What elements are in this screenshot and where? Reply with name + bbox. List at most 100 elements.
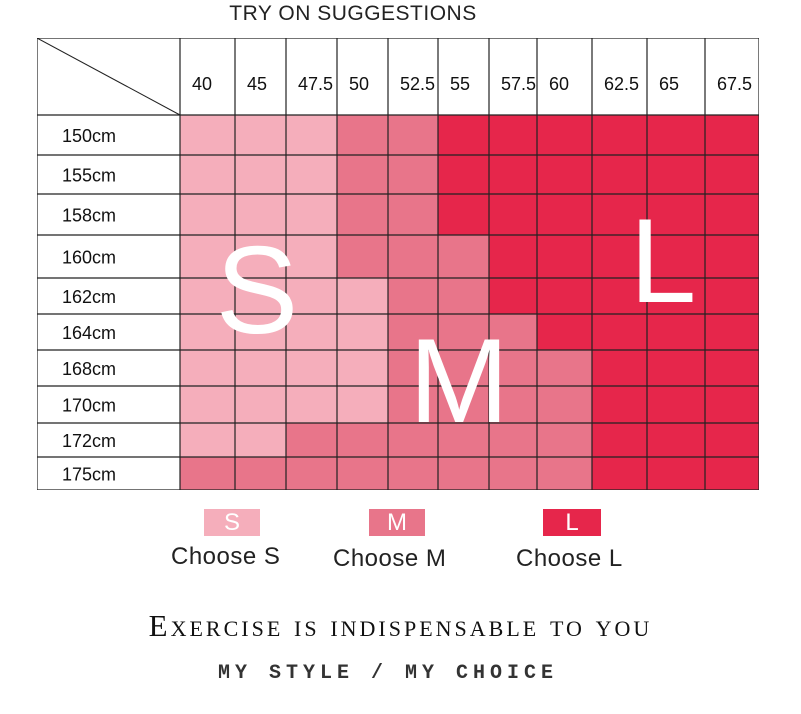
size-letter-l: L xyxy=(630,194,697,328)
size-cell-l xyxy=(438,194,489,235)
size-cell-l xyxy=(537,235,592,278)
size-cell-m xyxy=(388,423,438,457)
chart-title: TRY ON SUGGESTIONS xyxy=(229,2,477,25)
size-cell-l xyxy=(705,423,759,457)
size-cell-s xyxy=(235,235,286,278)
size-cell-l xyxy=(647,423,705,457)
size-cell-s xyxy=(180,350,235,386)
size-cell-l xyxy=(489,194,537,235)
legend-label-s: Choose S xyxy=(171,543,281,570)
size-cell-s xyxy=(286,386,337,423)
size-cell-s xyxy=(337,350,388,386)
size-cell-m xyxy=(388,314,438,350)
size-cell-m xyxy=(438,350,489,386)
size-cell-l xyxy=(592,155,647,194)
size-cell-m xyxy=(537,386,592,423)
size-cell-l xyxy=(592,314,647,350)
size-cell-m xyxy=(337,194,388,235)
size-cell-l xyxy=(647,278,705,314)
row-header: 160cm xyxy=(62,248,116,268)
size-cell-s xyxy=(235,115,286,155)
size-cell-m xyxy=(537,423,592,457)
column-header: 40 xyxy=(192,74,212,94)
size-cell-s xyxy=(180,278,235,314)
size-cell-s xyxy=(180,314,235,350)
size-cell-m xyxy=(388,350,438,386)
size-cell-s xyxy=(180,155,235,194)
size-cell-l xyxy=(489,155,537,194)
size-cell-m xyxy=(388,278,438,314)
size-cell-m xyxy=(180,457,235,490)
size-cell-m xyxy=(438,457,489,490)
size-cell-l xyxy=(647,155,705,194)
size-cell-m xyxy=(388,115,438,155)
size-cell-s xyxy=(180,194,235,235)
size-cell-s xyxy=(180,115,235,155)
size-cell-l xyxy=(489,235,537,278)
column-header: 67.5 xyxy=(717,74,752,94)
size-cell-m xyxy=(438,314,489,350)
size-cell-l xyxy=(438,155,489,194)
size-cell-s xyxy=(235,423,286,457)
size-cell-s xyxy=(180,235,235,278)
size-cell-l xyxy=(592,423,647,457)
size-cell-s xyxy=(235,350,286,386)
row-header: 150cm xyxy=(62,126,116,146)
size-cell-s xyxy=(286,194,337,235)
size-cell-l xyxy=(489,115,537,155)
legend-swatch-s: S xyxy=(204,509,260,536)
row-header: 170cm xyxy=(62,396,116,416)
legend-swatch-m: M xyxy=(369,509,425,536)
size-cell-m xyxy=(537,350,592,386)
size-cell-l xyxy=(647,235,705,278)
size-cell-l xyxy=(592,350,647,386)
row-header: 158cm xyxy=(62,206,116,226)
size-cell-m xyxy=(489,314,537,350)
size-cell-l xyxy=(647,457,705,490)
size-cell-m xyxy=(438,235,489,278)
size-cell-s xyxy=(286,235,337,278)
legend-swatch-l: L xyxy=(543,509,601,536)
corner-diagonal xyxy=(37,38,181,116)
size-cell-m xyxy=(438,386,489,423)
size-cell-s xyxy=(337,386,388,423)
row-header: 155cm xyxy=(62,166,116,186)
column-header: 45 xyxy=(247,74,267,94)
size-cell-s xyxy=(286,115,337,155)
size-cell-l xyxy=(705,155,759,194)
size-cell-l xyxy=(438,115,489,155)
size-letter-s: S xyxy=(216,222,299,360)
size-letter-m: M xyxy=(409,314,509,448)
size-cell-s xyxy=(286,314,337,350)
size-cell-l xyxy=(592,457,647,490)
column-header: 60 xyxy=(549,74,569,94)
size-cell-s xyxy=(337,314,388,350)
size-cell-s xyxy=(180,423,235,457)
slogan: Exercise is indispensable to you xyxy=(148,608,653,643)
size-cell-m xyxy=(388,386,438,423)
size-cell-s xyxy=(235,314,286,350)
size-cell-m xyxy=(337,423,388,457)
size-cell-m xyxy=(388,457,438,490)
row-header: 168cm xyxy=(62,359,116,379)
column-header: 52.5 xyxy=(400,74,435,94)
column-header: 57.5 xyxy=(501,74,536,94)
size-cell-l xyxy=(705,235,759,278)
column-header: 65 xyxy=(659,74,679,94)
size-cell-l xyxy=(647,194,705,235)
size-cell-s xyxy=(235,155,286,194)
size-cell-m xyxy=(337,115,388,155)
column-header: 62.5 xyxy=(604,74,639,94)
size-cell-l xyxy=(705,278,759,314)
size-cell-l xyxy=(537,155,592,194)
legend-label-l: Choose L xyxy=(516,545,623,572)
size-cell-l xyxy=(647,386,705,423)
size-chart: 40 45 47.5 50 52.5 55 57.5 60 62.5 65 67.5 150cm 155… xyxy=(37,38,759,490)
size-cell-m xyxy=(388,155,438,194)
size-cell-m xyxy=(337,457,388,490)
size-cell-s xyxy=(286,155,337,194)
legend-label-m: Choose M xyxy=(333,545,447,572)
size-cell-m xyxy=(489,457,537,490)
size-cell-l xyxy=(705,115,759,155)
size-cell-s xyxy=(337,278,388,314)
